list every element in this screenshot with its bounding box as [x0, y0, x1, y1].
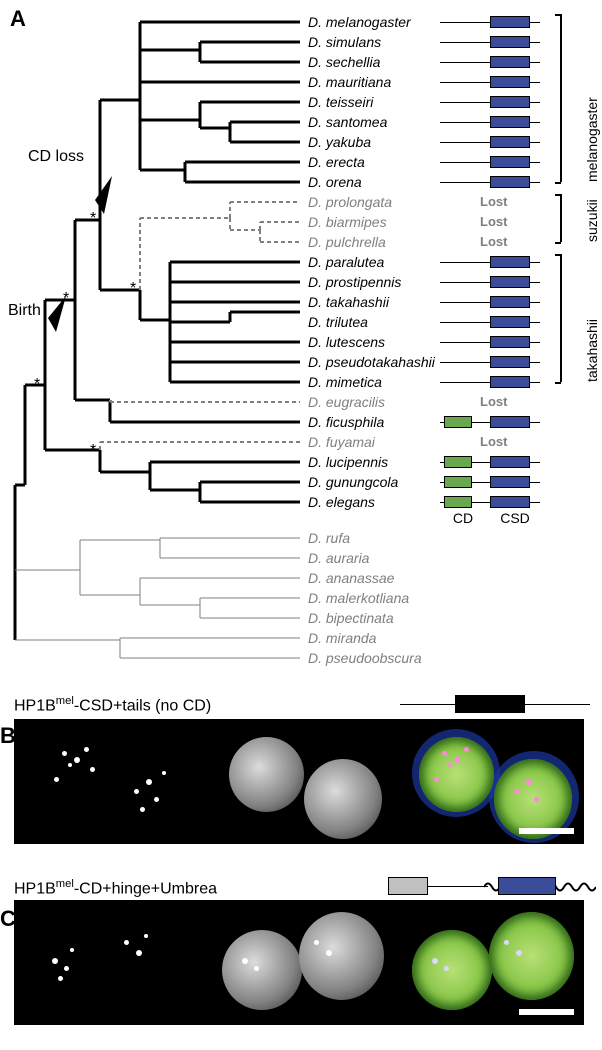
cd-loss-label: CD loss — [28, 148, 84, 166]
domain-diagram — [440, 456, 540, 470]
domain-diagram — [440, 16, 540, 30]
species-label: D. ficusphila — [308, 414, 384, 430]
lost-text: Lost — [480, 194, 507, 209]
gfp-image-b: GFP — [204, 719, 394, 844]
species-label: D. lutescens — [308, 334, 385, 350]
asterisk: * — [34, 376, 40, 394]
species-label: D. teisseiri — [308, 94, 373, 110]
species-label: D. prostipennis — [308, 274, 401, 290]
birth-label: Birth — [8, 302, 41, 320]
cid-image-c: Cid — [14, 900, 204, 1025]
species-label: D. trilutea — [308, 314, 368, 330]
group-label: takahashii — [584, 319, 600, 382]
panel-c-title: HP1Bmel-CD+hinge+Umbrea — [14, 878, 217, 898]
panel-b-title: HP1Bmel-CSD+tails (no CD) — [14, 695, 211, 715]
domain-diagram — [440, 56, 540, 70]
species-label: D. takahashii — [308, 294, 389, 310]
species-label: D. pulchrella — [308, 234, 386, 250]
group-bar — [560, 14, 562, 182]
species-label: D. mimetica — [308, 374, 382, 390]
asterisk: * — [63, 290, 69, 308]
gfp-image-c: GFP — [204, 900, 394, 1025]
species-label: D. fuyamai — [308, 434, 375, 450]
construct-b-diagram — [400, 693, 590, 715]
species-label: D. rufa — [308, 530, 350, 546]
domain-diagram — [440, 136, 540, 150]
domain-diagram — [440, 316, 540, 330]
lost-text: Lost — [480, 234, 507, 249]
lost-text: Lost — [480, 394, 507, 409]
group-bar — [560, 194, 562, 242]
species-label: D. gunungcola — [308, 474, 398, 490]
species-label: D. eugracilis — [308, 394, 385, 410]
species-label: D. elegans — [308, 494, 375, 510]
merge-image-b: DAPI/Merge — [394, 719, 584, 844]
domain-diagram — [440, 96, 540, 110]
domain-diagram — [440, 116, 540, 130]
cd-legend: CD — [448, 510, 478, 526]
panel-b-images: Cid GFP DAPI/Merge — [14, 719, 584, 844]
species-label: D. melanogaster — [308, 14, 411, 30]
species-label: D. paralutea — [308, 254, 384, 270]
species-label: D. malerkotliana — [308, 590, 409, 606]
species-label: D. mauritiana — [308, 74, 391, 90]
domain-diagram — [440, 276, 540, 290]
domain-diagram — [440, 176, 540, 190]
domain-diagram — [440, 416, 540, 430]
species-label: D. bipectinata — [308, 610, 394, 626]
domain-diagram — [440, 496, 540, 510]
group-label: melanogaster — [584, 97, 600, 182]
domain-diagram — [440, 36, 540, 50]
merge-image-c: DAPI/Merge — [394, 900, 584, 1025]
phylogeny-tree — [0, 0, 305, 670]
species-label: D. santomea — [308, 114, 387, 130]
species-label: D. prolongata — [308, 194, 392, 210]
species-label: D. auraria — [308, 550, 369, 566]
species-label: D. pseudotakahashii — [308, 354, 435, 370]
species-label: D. erecta — [308, 154, 365, 170]
species-label: D. sechellia — [308, 54, 380, 70]
panel-b: HP1Bmel-CSD+tails (no CD) B Cid — [0, 695, 602, 865]
group-bar — [560, 254, 562, 382]
domain-diagram — [440, 296, 540, 310]
panel-a: A — [0, 0, 602, 670]
scale-bar — [519, 828, 574, 834]
group-label: suzukii — [584, 199, 600, 242]
species-label: D. miranda — [308, 630, 376, 646]
asterisk: * — [90, 442, 96, 460]
domain-diagram — [440, 256, 540, 270]
panel-c-images: Cid GFP DAPI/Merge — [14, 900, 584, 1025]
domain-diagram — [440, 476, 540, 490]
construct-c-diagram — [388, 874, 594, 900]
domain-diagram — [440, 376, 540, 390]
lost-text: Lost — [480, 214, 507, 229]
domain-diagram — [440, 76, 540, 90]
domain-diagram — [440, 156, 540, 170]
species-label: D. orena — [308, 174, 362, 190]
species-label: D. ananassae — [308, 570, 394, 586]
domain-diagram — [440, 356, 540, 370]
scale-bar — [519, 1009, 574, 1015]
species-label: D. biarmipes — [308, 214, 387, 230]
panel-c: HP1Bmel-CD+hinge+Umbrea C Cid — [0, 878, 602, 1050]
asterisk: * — [90, 210, 96, 228]
asterisk: * — [130, 280, 136, 298]
species-label: D. pseudoobscura — [308, 650, 422, 666]
cid-image-b: Cid — [14, 719, 204, 844]
species-label: D. simulans — [308, 34, 381, 50]
figure: A — [0, 0, 602, 1050]
domain-diagram — [440, 336, 540, 350]
lost-text: Lost — [480, 434, 507, 449]
csd-legend: CSD — [495, 510, 535, 526]
species-label: D. yakuba — [308, 134, 371, 150]
species-label: D. lucipennis — [308, 454, 388, 470]
